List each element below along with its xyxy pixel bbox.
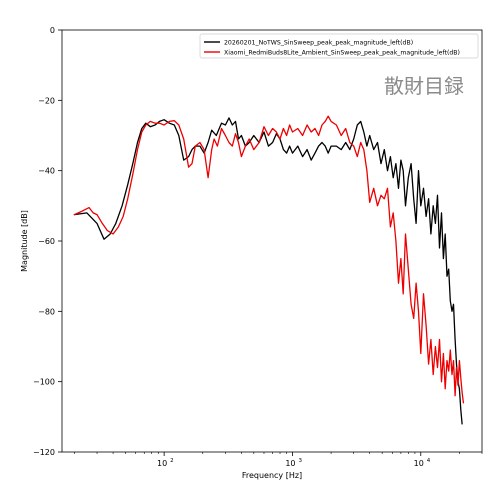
x-tick-exponent: 2 <box>170 458 174 464</box>
x-tick-exponent: 3 <box>298 458 302 464</box>
series-layer <box>73 115 465 425</box>
x-tick-label: 10 <box>285 459 295 468</box>
legend-label-1: 20260201_NoTWS_SinSweep_peak_peak_magnit… <box>224 40 413 47</box>
y-tick-label: −60 <box>38 237 55 246</box>
legend-box <box>199 33 479 59</box>
y-axis: 0 −20 −40 −60 −80 −100 −120 <box>33 26 62 457</box>
series-line-2 <box>73 115 465 404</box>
watermark: 散財目録 <box>384 74 464 98</box>
y-axis-label: Magnitude [dB] <box>20 210 29 272</box>
legend: 20260201_NoTWS_SinSweep_peak_peak_magnit… <box>199 33 479 59</box>
y-tick-label: 0 <box>50 26 55 35</box>
y-tick-label: −80 <box>38 307 55 316</box>
y-tick-label: −40 <box>38 167 55 176</box>
x-tick-exponent: 4 <box>427 458 431 464</box>
series-line-1 <box>73 117 463 425</box>
x-axis-label: Frequency [Hz] <box>242 471 302 480</box>
y-tick-label: −100 <box>33 378 55 387</box>
x-axis: 10 2 10 3 10 4 <box>74 452 483 468</box>
x-tick-label: 10 <box>414 459 424 468</box>
y-tick-label: −20 <box>38 96 55 105</box>
y-tick-label: −120 <box>33 448 55 457</box>
legend-label-2: Xiaomi_RedmiBuds8Lite_Ambient_SinSweep_p… <box>224 50 460 57</box>
x-tick-label: 10 <box>157 459 167 468</box>
